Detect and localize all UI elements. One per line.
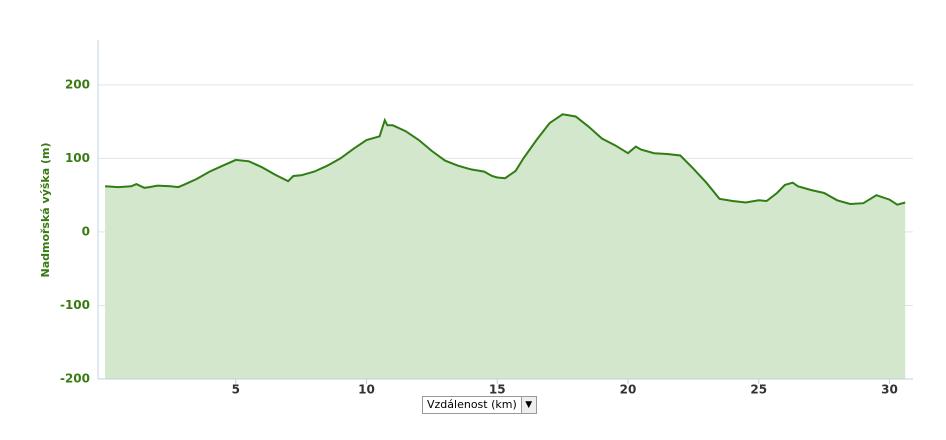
x-tick-label: 5 [232, 383, 240, 397]
y-tick-label: 200 [65, 77, 90, 91]
line [105, 113, 906, 206]
x-axis-selector[interactable]: Vzdálenost (km) ▼ [422, 396, 537, 414]
y-tick-label: -200 [60, 372, 90, 386]
x-tick-label: 15 [489, 383, 506, 397]
y-tick-label: 100 [65, 151, 90, 165]
x-tick-label: 20 [620, 383, 637, 397]
y-axis-title: Nadmořská výška (m) [39, 142, 52, 277]
dropdown-arrow[interactable]: ▼ [520, 397, 536, 413]
x-tick-label: 10 [358, 383, 375, 397]
y-tick-label: 0 [82, 224, 90, 238]
x-tick-label: 30 [881, 383, 898, 397]
x-tick-label: 25 [750, 383, 767, 397]
area [105, 114, 906, 380]
y-tick-label: -100 [60, 298, 90, 312]
x-axis-title: Vzdálenost (km) [427, 398, 517, 411]
